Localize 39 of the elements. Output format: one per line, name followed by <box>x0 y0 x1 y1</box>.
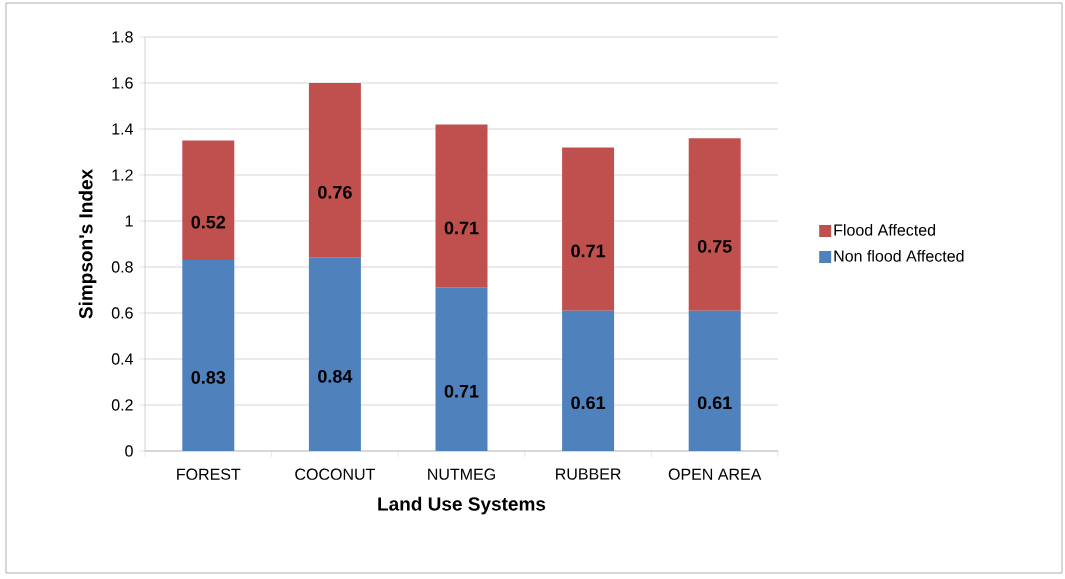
y-tick-label: 1.6 <box>112 77 133 89</box>
bar <box>688 310 741 451</box>
bar <box>182 140 235 261</box>
legend-label: Non flood Affected <box>834 249 964 262</box>
data-label: 0.52 <box>191 215 226 229</box>
y-axis-title: Simpson's Index <box>78 169 97 319</box>
data-label: 0.71 <box>571 244 606 258</box>
bar <box>435 124 488 288</box>
data-label: 0.71 <box>444 221 479 235</box>
data-label: 0.61 <box>571 396 606 410</box>
bar <box>562 147 615 311</box>
bar <box>308 257 361 451</box>
legend-label: Flood Affected <box>834 224 936 236</box>
y-tick-label: 1 <box>125 215 133 227</box>
x-tick-label: NUTMEG <box>428 468 495 480</box>
bar <box>182 260 235 451</box>
data-label: 0.84 <box>318 369 353 383</box>
bar <box>562 310 615 451</box>
x-tick-label: RUBBER <box>556 468 621 480</box>
data-label: 0.75 <box>697 239 732 253</box>
y-tick-label: 1.2 <box>112 169 133 181</box>
x-tick-label: COCONUT <box>295 468 375 480</box>
y-tick-label: 1.4 <box>112 123 134 135</box>
data-label: 0.61 <box>697 396 732 410</box>
y-tick-label: 0.8 <box>111 261 133 273</box>
y-tick-label: 0 <box>125 445 133 457</box>
bar <box>308 83 361 258</box>
x-tick-label: FOREST <box>177 468 241 480</box>
data-label: 0.83 <box>191 371 226 384</box>
x-axis-title: Land Use Systems <box>378 496 546 515</box>
bar <box>688 138 741 311</box>
y-tick-label: 0.6 <box>111 307 133 319</box>
y-tick-label: 1.8 <box>112 31 133 43</box>
y-tick-label: 0.4 <box>111 353 134 365</box>
bar <box>435 287 488 451</box>
data-label: 0.71 <box>444 384 479 398</box>
x-tick-label: OPEN AREA <box>668 468 762 480</box>
y-tick-label: 0.2 <box>111 399 133 411</box>
data-label: 0.76 <box>318 185 352 199</box>
